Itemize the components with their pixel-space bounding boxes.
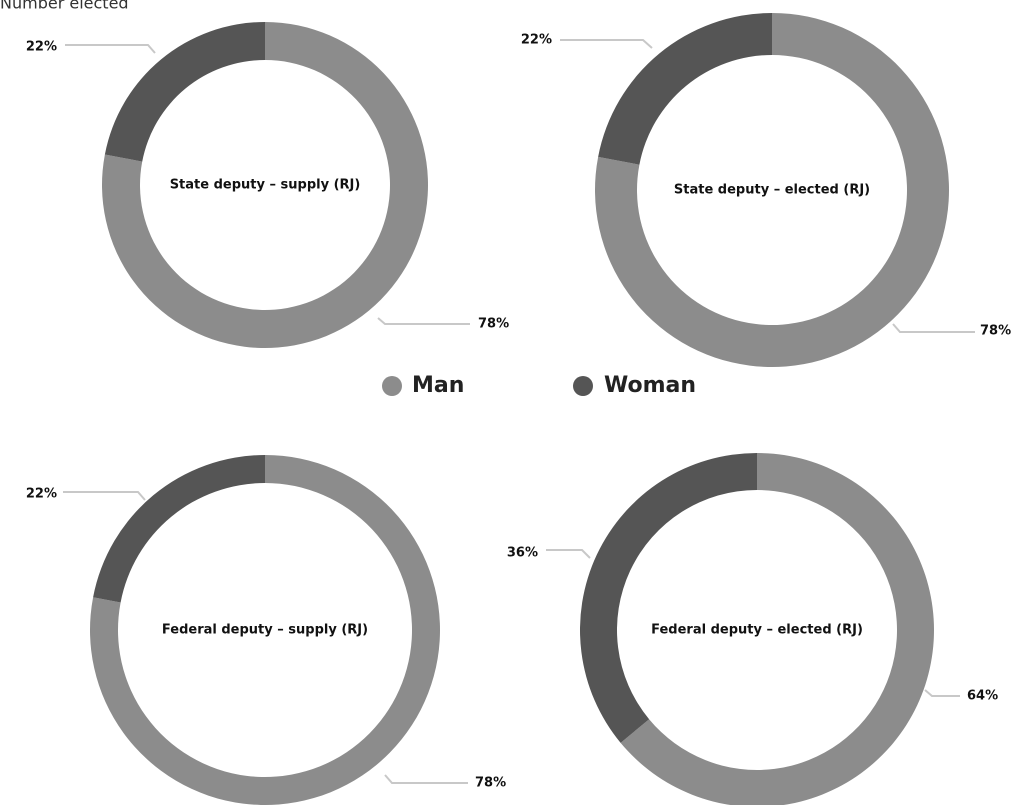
donut-segment xyxy=(104,22,265,162)
legend-label: Woman xyxy=(604,373,696,398)
data-label: 22% xyxy=(26,487,57,502)
legend-label: Man xyxy=(412,373,464,398)
leader-line xyxy=(560,39,653,49)
data-label: 36% xyxy=(507,546,538,561)
legend-swatch xyxy=(573,376,593,396)
page-title: Number elected xyxy=(0,0,129,13)
leader-line xyxy=(924,689,960,697)
chart-title: Federal deputy – supply (RJ) xyxy=(162,623,368,638)
data-label: 78% xyxy=(475,776,506,791)
leader-line xyxy=(546,549,591,559)
data-label: 22% xyxy=(26,40,57,55)
data-label: 78% xyxy=(980,324,1011,339)
chart-title: State deputy – elected (RJ) xyxy=(674,183,870,198)
donut-segment xyxy=(598,13,772,165)
legend-swatch xyxy=(382,376,402,396)
donut-segment xyxy=(93,455,265,603)
chart-title: Federal deputy – elected (RJ) xyxy=(651,623,863,638)
leader-line xyxy=(63,491,146,501)
leader-line xyxy=(892,323,975,333)
donut-segment xyxy=(620,453,934,805)
data-label: 78% xyxy=(478,317,509,332)
donut-segment xyxy=(580,453,757,743)
leader-line xyxy=(384,774,468,784)
chart-title: State deputy – supply (RJ) xyxy=(170,178,361,193)
data-label: 64% xyxy=(967,689,998,704)
data-label: 22% xyxy=(521,33,552,48)
leader-line xyxy=(65,44,156,54)
leader-line xyxy=(377,317,470,325)
